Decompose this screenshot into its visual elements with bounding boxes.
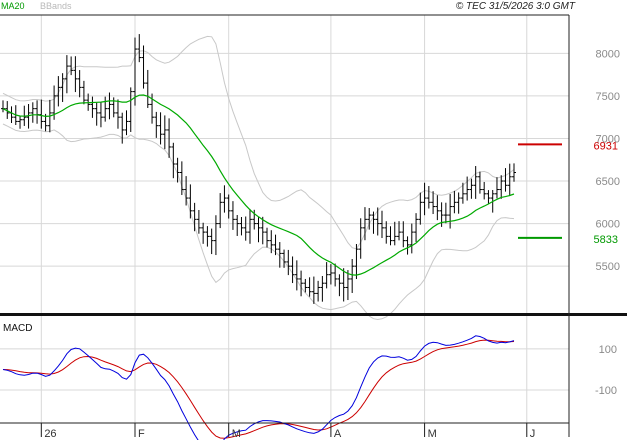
macd-line (2, 335, 515, 440)
macd-lines (2, 335, 515, 440)
price-tick-label: 7500 (596, 91, 620, 103)
main-grid (0, 15, 569, 437)
price-bars (1, 34, 516, 304)
date-axis: 26 F M A M J (40, 423, 536, 440)
date-tick-label: F (138, 428, 145, 440)
price-tick-label: 5500 (596, 261, 620, 273)
support-level-label: 5833 (594, 234, 618, 246)
date-tick-label: J (530, 428, 536, 440)
date-tick-label: M (232, 428, 241, 440)
resistance-level-label: 6931 (594, 140, 618, 152)
legend-ma20: MA20 (1, 1, 25, 11)
price-tick-label: 6000 (596, 219, 620, 231)
price-axis: 5500 6000 6500 7000 7500 8000 (596, 48, 620, 273)
ma20-line-group (2, 94, 515, 276)
macd-grid (0, 348, 569, 391)
macd-signal-line (2, 339, 515, 439)
date-tick-label: M (428, 428, 437, 440)
price-tick-label: 6500 (596, 176, 620, 188)
price-tick-label: 8000 (596, 48, 620, 60)
price-tick-label: 7000 (596, 133, 620, 145)
legend-bbands: BBands (40, 1, 72, 11)
macd-title: MACD (3, 323, 32, 334)
copyright-notice: © TEC 31/5/2026 3:0 GMT (456, 1, 576, 12)
date-tick-label: 26 (44, 428, 56, 440)
chart-frame (0, 14, 627, 437)
panel-divider (0, 313, 627, 316)
ma20-line (2, 94, 515, 276)
date-tick-label: A (334, 428, 342, 440)
macd-tick-label: -100 (595, 385, 617, 397)
lower-band-line (2, 123, 515, 321)
macd-axis: 100 -100 (595, 344, 617, 397)
macd-tick-label: 100 (599, 344, 617, 356)
level-lines: 6931 5833 (518, 140, 618, 246)
